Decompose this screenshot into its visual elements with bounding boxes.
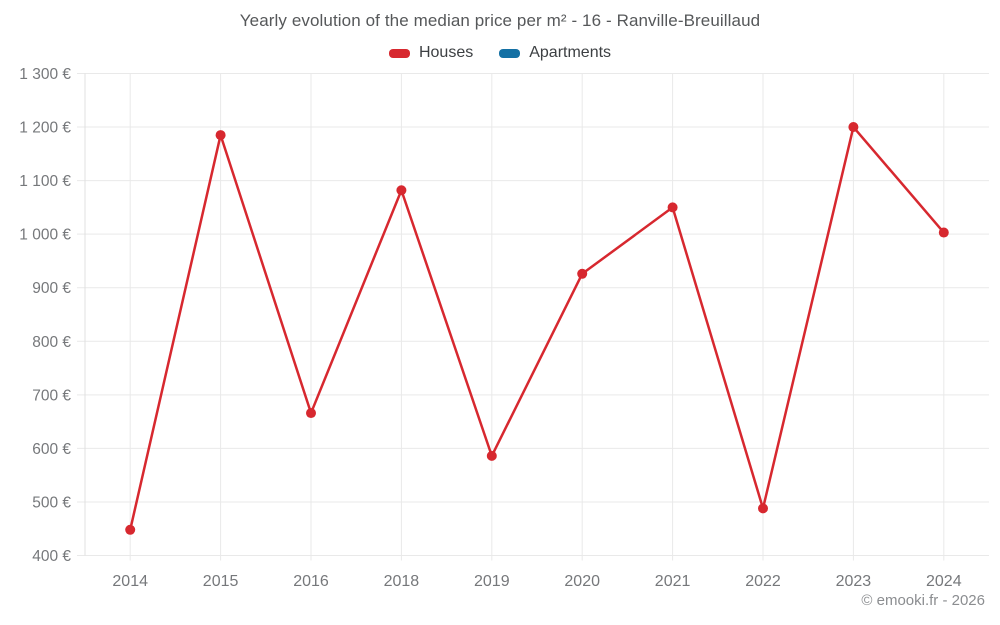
legend-item-houses[interactable]: Houses (388, 44, 474, 62)
houses-data-point[interactable] (848, 122, 859, 133)
houses-data-point[interactable] (577, 268, 588, 279)
x-axis-label: 2024 (926, 573, 962, 590)
legend-label-apartments: Apartments (529, 44, 612, 61)
houses-swatch-icon (388, 48, 410, 58)
x-axis-label: 2020 (564, 573, 600, 590)
x-axis-label: 2018 (384, 573, 420, 590)
y-axis-label: 1 300 € (19, 66, 71, 83)
houses-data-point[interactable] (215, 130, 226, 141)
legend-item-apartments[interactable]: Apartments (499, 44, 611, 62)
y-axis-label: 800 € (32, 334, 71, 351)
apartments-swatch-icon (499, 48, 521, 58)
legend-label-houses: Houses (418, 44, 474, 61)
houses-data-point[interactable] (396, 185, 407, 196)
houses-data-point[interactable] (938, 227, 949, 238)
houses-data-point[interactable] (486, 450, 497, 461)
y-axis-label: 1 000 € (19, 227, 71, 244)
copyright: © emooki.fr - 2026 (861, 592, 985, 609)
x-axis-label: 2021 (655, 573, 691, 590)
y-axis-label: 700 € (32, 387, 71, 404)
houses-line (128, 125, 945, 531)
x-axis-label: 2014 (112, 573, 148, 590)
y-axis-label: 400 € (32, 548, 71, 565)
chart-title: Yearly evolution of the median price per… (239, 11, 761, 30)
x-axis-label: 2022 (745, 573, 781, 590)
x-axis-label: 2023 (836, 573, 872, 590)
houses-data-point[interactable] (758, 503, 768, 514)
y-axis-label: 500 € (32, 494, 71, 511)
x-axis-label: 2016 (293, 573, 329, 590)
houses-data-point[interactable] (667, 202, 678, 213)
x-axis-label: 2015 (203, 573, 239, 590)
x-axis-label: 2019 (474, 573, 510, 590)
y-axis-label: 1 200 € (19, 120, 71, 137)
y-axis-label: 600 € (32, 441, 71, 458)
houses-data-point[interactable] (306, 408, 316, 419)
y-axis-label: 1 100 € (19, 173, 71, 190)
houses-data-point[interactable] (125, 524, 136, 535)
y-axis-label: 900 € (32, 280, 71, 297)
legend: Houses Apartments (0, 44, 1000, 62)
